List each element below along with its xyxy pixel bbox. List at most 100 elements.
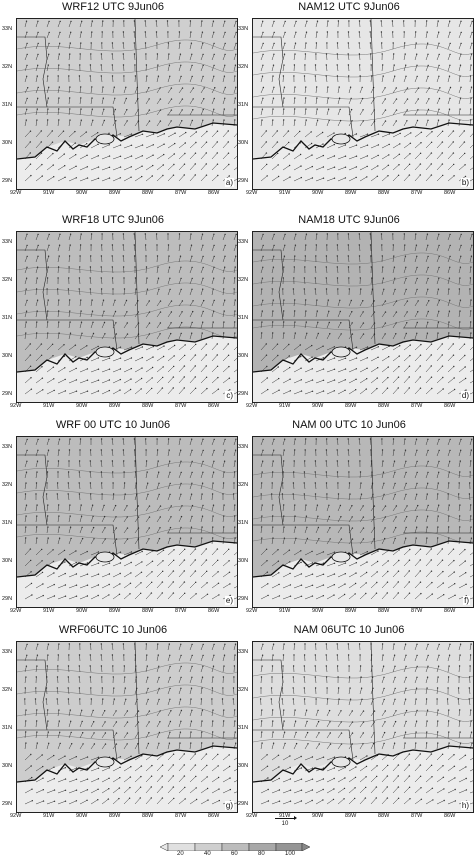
- wind-vector-head: [223, 277, 225, 279]
- wind-vector-head: [91, 97, 93, 99]
- wind-vector-head: [144, 244, 147, 246]
- wind-vector-head: [206, 582, 208, 584]
- wind-vector: [68, 311, 71, 318]
- wind-vector-head: [30, 753, 32, 756]
- wind-vector: [156, 31, 158, 39]
- wind-vector: [145, 367, 153, 373]
- wind-vector-head: [448, 75, 451, 77]
- wind-vector: [392, 345, 400, 351]
- wind-vector-head: [267, 800, 270, 802]
- wind-vector: [370, 42, 372, 50]
- wind-vector: [381, 765, 388, 772]
- wind-vector: [359, 776, 367, 783]
- wind-vector-head: [460, 449, 462, 451]
- wind-vector: [189, 538, 192, 545]
- wind-vector: [200, 43, 204, 50]
- wind-vector: [233, 687, 235, 695]
- wind-vector-head: [30, 559, 32, 562]
- wind-vector: [315, 21, 318, 28]
- wind-vector: [222, 130, 229, 138]
- wind-vector: [414, 311, 419, 318]
- wind-vector: [304, 438, 306, 446]
- wind-vector: [359, 87, 363, 94]
- wind-vector: [156, 387, 163, 395]
- wind-vector: [348, 31, 350, 39]
- wind-vector: [134, 322, 139, 329]
- wind-vector: [200, 450, 204, 457]
- wind-vector: [359, 471, 361, 479]
- wind-vector: [145, 561, 153, 567]
- wind-vector-head: [47, 75, 49, 77]
- wind-vector-head: [119, 766, 121, 768]
- contour-line: [17, 83, 237, 96]
- wind-vector: [167, 109, 172, 116]
- wind-vector: [392, 581, 399, 589]
- wind-vector: [189, 333, 192, 340]
- wind-vector: [359, 133, 368, 138]
- wind-vector-head: [181, 109, 183, 111]
- wind-vector-head: [442, 765, 444, 767]
- wind-vector: [134, 87, 138, 94]
- wind-vector: [178, 559, 185, 567]
- wind-vector-head: [384, 537, 386, 540]
- wind-vector-head: [306, 731, 309, 734]
- wind-vector: [348, 389, 356, 395]
- wind-vector-head: [351, 120, 353, 122]
- wind-vector: [178, 472, 182, 479]
- wind-vector-head: [326, 687, 328, 689]
- wind-vector-head: [318, 538, 320, 540]
- wind-vector: [167, 754, 174, 761]
- wind-vector-head: [81, 20, 83, 22]
- wind-vector: [315, 595, 324, 600]
- wind-vector-head: [272, 64, 275, 66]
- wind-vector: [222, 472, 225, 479]
- wind-vector: [24, 343, 31, 351]
- wind-vector-head: [295, 31, 297, 33]
- wind-vector: [200, 548, 207, 556]
- wind-vector-head: [448, 119, 450, 121]
- wind-vector-head: [443, 594, 445, 596]
- wind-vector-head: [362, 527, 365, 529]
- wind-vector-head: [333, 788, 335, 790]
- wind-vector: [178, 300, 183, 307]
- wind-vector: [211, 343, 218, 351]
- wind-vector: [337, 777, 346, 783]
- wind-vector: [282, 527, 285, 534]
- wind-vector: [200, 666, 204, 673]
- wind-vector-head: [261, 332, 263, 334]
- wind-vector: [370, 571, 378, 578]
- wind-vector-head: [394, 75, 396, 77]
- wind-vector: [134, 120, 139, 127]
- wind-vector-head: [262, 53, 264, 56]
- wind-vector: [414, 666, 418, 673]
- wind-vector: [46, 789, 55, 794]
- map-panel-6: NAM 00 UTC 10 Jun06 f) 33N 32N 31N 30N 29N 92W 9…: [238, 419, 474, 614]
- wind-vector: [145, 699, 149, 706]
- wind-vector-head: [195, 581, 197, 583]
- wind-vector: [178, 54, 181, 61]
- wind-vector-head: [216, 141, 218, 143]
- gulf-of-mexico: [253, 123, 473, 189]
- wind-vector-head: [317, 720, 320, 723]
- wind-vector-head: [427, 321, 429, 323]
- wind-vector: [336, 64, 339, 72]
- wind-vector: [260, 311, 263, 318]
- wind-vector-head: [122, 438, 124, 440]
- wind-vector-head: [180, 460, 182, 462]
- wind-vector: [46, 333, 49, 340]
- wind-vector: [304, 800, 313, 805]
- wind-vector-head: [294, 515, 296, 517]
- wind-vector-head: [169, 720, 172, 723]
- wind-vector: [200, 32, 203, 39]
- wind-vector-head: [52, 355, 54, 357]
- wind-vector: [90, 86, 93, 94]
- wind-vector-head: [213, 299, 215, 302]
- wind-vector: [315, 109, 318, 116]
- wind-vector: [189, 174, 196, 182]
- wind-vector: [293, 344, 301, 351]
- wind-vector: [403, 300, 408, 307]
- wind-vector-head: [68, 460, 70, 462]
- wind-vector: [425, 289, 429, 296]
- wind-vector: [211, 131, 218, 138]
- wind-vector-head: [232, 687, 235, 689]
